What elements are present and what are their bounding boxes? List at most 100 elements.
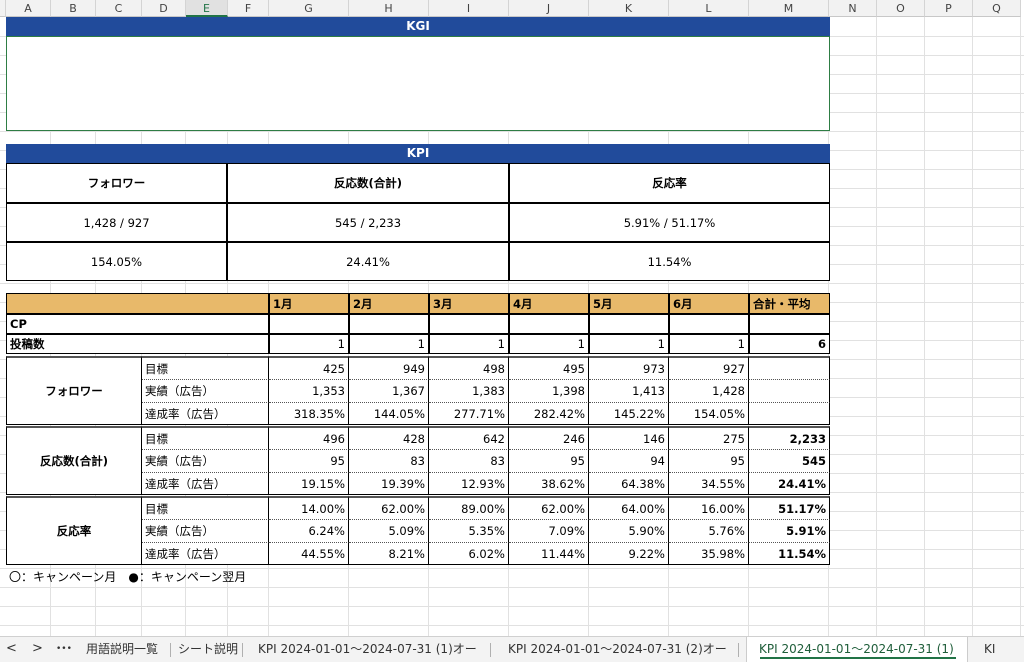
metric-value[interactable]: 95 (669, 449, 749, 472)
metric-value[interactable]: 62.00% (509, 496, 589, 519)
cp-cell[interactable] (429, 314, 509, 334)
column-header[interactable]: D (142, 0, 186, 17)
sheet-tab[interactable]: 用語説明一覧 (86, 642, 159, 656)
tab-prev-arrow-icon[interactable]: < (6, 641, 17, 656)
metric-value[interactable]: 927 (669, 356, 749, 379)
column-header[interactable]: K (589, 0, 669, 17)
sheet-tab[interactable]: シート説明 (178, 642, 239, 656)
column-header[interactable]: J (509, 0, 589, 17)
column-header[interactable]: I (429, 0, 509, 17)
metric-value[interactable]: 246 (509, 426, 589, 449)
metric-value[interactable]: 19.39% (349, 472, 429, 495)
kgi-content-box[interactable] (6, 36, 830, 131)
column-header[interactable]: O (877, 0, 925, 17)
metric-value[interactable]: 11.44% (509, 542, 589, 565)
cp-cell[interactable] (589, 314, 669, 334)
column-header[interactable]: G (269, 0, 349, 17)
metric-value[interactable]: 1,398 (509, 379, 589, 402)
metric-value[interactable]: 24.41% (749, 472, 830, 495)
metric-value[interactable]: 9.22% (589, 542, 669, 565)
column-header[interactable]: Q (973, 0, 1021, 17)
metric-value[interactable]: 1,353 (269, 379, 349, 402)
metric-value[interactable]: 146 (589, 426, 669, 449)
metric-value[interactable]: 277.71% (429, 402, 509, 425)
column-header[interactable]: C (96, 0, 142, 17)
metric-value[interactable]: 1,413 (589, 379, 669, 402)
metric-value[interactable]: 14.00% (269, 496, 349, 519)
cp-cell[interactable] (509, 314, 589, 334)
column-header[interactable]: H (349, 0, 429, 17)
metric-value[interactable]: 8.21% (349, 542, 429, 565)
metric-value[interactable]: 1,367 (349, 379, 429, 402)
metric-value[interactable]: 16.00% (669, 496, 749, 519)
metric-value[interactable]: 64.38% (589, 472, 669, 495)
cp-cell[interactable] (669, 314, 749, 334)
metric-value[interactable]: 318.35% (269, 402, 349, 425)
column-header[interactable]: F (228, 0, 269, 17)
metric-value[interactable]: 38.62% (509, 472, 589, 495)
metric-value[interactable]: 495 (509, 356, 589, 379)
sheet-tab[interactable]: KI (984, 642, 996, 656)
metric-value[interactable]: 5.91% (749, 519, 830, 542)
metric-value[interactable]: 498 (429, 356, 509, 379)
metric-value[interactable]: 496 (269, 426, 349, 449)
column-header[interactable]: N (829, 0, 877, 17)
metric-value[interactable]: 642 (429, 426, 509, 449)
metric-value[interactable]: 12.93% (429, 472, 509, 495)
column-header[interactable]: E (186, 0, 228, 17)
metric-value[interactable]: 62.00% (349, 496, 429, 519)
metric-value[interactable]: 275 (669, 426, 749, 449)
metric-value[interactable]: 83 (349, 449, 429, 472)
metric-value[interactable]: 6.24% (269, 519, 349, 542)
gridline (876, 17, 877, 636)
metric-value[interactable] (749, 379, 830, 402)
metric-value[interactable]: 83 (429, 449, 509, 472)
metric-value[interactable]: 5.90% (589, 519, 669, 542)
tab-more-icon[interactable]: ••• (56, 644, 72, 654)
metric-value[interactable]: 34.55% (669, 472, 749, 495)
metric-value[interactable]: 5.76% (669, 519, 749, 542)
metric-value[interactable]: 94 (589, 449, 669, 472)
tab-divider (738, 643, 739, 657)
metric-value[interactable]: 95 (509, 449, 589, 472)
metric-value[interactable]: 51.17% (749, 496, 830, 519)
metric-value[interactable]: 282.42% (509, 402, 589, 425)
column-header[interactable]: B (51, 0, 96, 17)
metric-value[interactable]: 11.54% (749, 542, 830, 565)
metric-value[interactable] (749, 356, 830, 379)
column-header[interactable]: A (6, 0, 51, 17)
metric-value[interactable]: 425 (269, 356, 349, 379)
column-header[interactable]: M (749, 0, 829, 17)
metric-value[interactable]: 145.22% (589, 402, 669, 425)
metric-value[interactable]: 95 (269, 449, 349, 472)
metric-value[interactable]: 35.98% (669, 542, 749, 565)
sheet-tab[interactable]: KPI 2024-01-01～2024-07-31 (2)オー (508, 642, 727, 656)
metric-value[interactable]: 1,428 (669, 379, 749, 402)
metric-value[interactable]: 1,383 (429, 379, 509, 402)
metric-value[interactable]: 89.00% (429, 496, 509, 519)
cp-cell[interactable] (749, 314, 830, 334)
cp-cell[interactable] (269, 314, 349, 334)
select-all-corner[interactable] (0, 0, 6, 17)
metric-value[interactable]: 5.35% (429, 519, 509, 542)
tab-next-arrow-icon[interactable]: > (32, 641, 43, 656)
metric-value[interactable]: 44.55% (269, 542, 349, 565)
column-header[interactable]: L (669, 0, 749, 17)
metric-value[interactable]: 6.02% (429, 542, 509, 565)
metric-value[interactable]: 2,233 (749, 426, 830, 449)
cp-cell[interactable] (349, 314, 429, 334)
metric-value[interactable]: 5.09% (349, 519, 429, 542)
metric-value[interactable]: 428 (349, 426, 429, 449)
metric-value[interactable]: 64.00% (589, 496, 669, 519)
metric-value[interactable]: 19.15% (269, 472, 349, 495)
metric-value[interactable]: 144.05% (349, 402, 429, 425)
metric-value[interactable] (749, 402, 830, 425)
metric-value[interactable]: 7.09% (509, 519, 589, 542)
column-header[interactable]: P (925, 0, 973, 17)
metric-value[interactable]: 545 (749, 449, 830, 472)
sheet-tab[interactable]: KPI 2024-01-01～2024-07-31 (1)オー (258, 642, 477, 656)
metric-value[interactable]: 949 (349, 356, 429, 379)
metric-value[interactable]: 154.05% (669, 402, 749, 425)
metric-value[interactable]: 973 (589, 356, 669, 379)
